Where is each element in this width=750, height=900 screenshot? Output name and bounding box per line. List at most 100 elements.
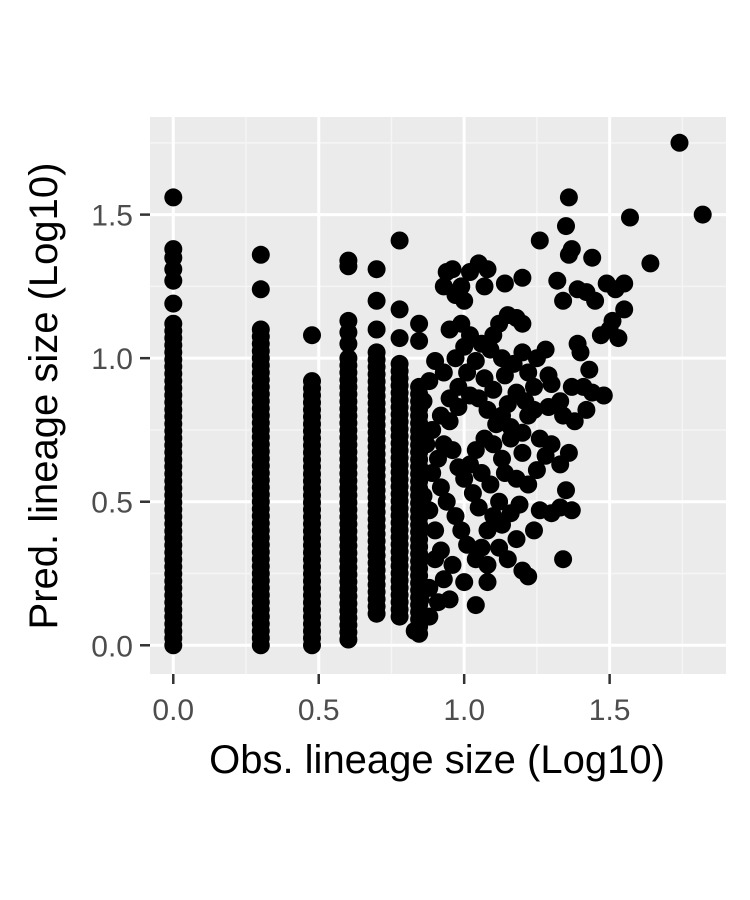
data-point — [530, 231, 549, 250]
data-point — [481, 340, 500, 359]
data-point — [493, 449, 511, 468]
y-tick-label: 1.5 — [91, 200, 133, 233]
data-point — [405, 621, 424, 640]
data-point — [478, 260, 497, 279]
data-point — [466, 352, 485, 370]
data-point — [501, 504, 520, 523]
data-point — [519, 567, 538, 586]
data-point — [513, 314, 532, 333]
data-point — [571, 343, 590, 362]
data-point — [437, 492, 456, 511]
data-points — [164, 133, 712, 655]
data-point — [525, 521, 543, 540]
data-point — [449, 398, 468, 416]
data-point — [339, 334, 358, 353]
data-point — [469, 498, 488, 517]
data-point — [251, 245, 270, 264]
data-point — [446, 349, 465, 368]
data-point — [519, 363, 538, 382]
data-point — [417, 435, 436, 454]
data-point — [443, 555, 462, 574]
data-point — [519, 406, 538, 425]
data-point — [414, 392, 433, 411]
data-point — [434, 277, 453, 296]
data-point — [490, 492, 509, 511]
data-point — [303, 372, 321, 391]
data-point — [498, 550, 517, 569]
x-tick-label: 1.0 — [443, 694, 485, 727]
data-point — [426, 352, 445, 370]
data-point — [251, 320, 270, 339]
data-point — [164, 188, 183, 207]
data-point — [536, 446, 555, 465]
x-tick-label: 0.0 — [152, 694, 194, 727]
data-point — [390, 329, 409, 348]
data-point — [554, 291, 573, 310]
y-axis-title: Pred. lineage size (Log10) — [22, 163, 66, 630]
data-point — [423, 421, 442, 439]
data-point — [164, 271, 183, 290]
data-point — [591, 326, 610, 345]
data-point — [434, 570, 453, 589]
data-point — [554, 406, 573, 425]
data-point — [475, 277, 494, 296]
data-point — [577, 400, 596, 419]
data-point — [557, 217, 575, 236]
data-point — [484, 380, 503, 399]
data-point — [414, 487, 433, 505]
data-point — [621, 208, 639, 227]
x-tick-label: 0.5 — [298, 694, 340, 727]
data-point — [466, 596, 485, 615]
data-point — [478, 521, 497, 540]
data-point — [440, 320, 459, 339]
data-point — [594, 386, 613, 405]
data-point — [641, 254, 660, 273]
x-tick-label: 1.5 — [589, 694, 631, 727]
data-point — [426, 521, 445, 540]
data-point — [586, 291, 605, 310]
x-axis-ticks: 0.0 0.5 1.0 1.5 — [152, 674, 630, 727]
data-point — [539, 398, 558, 416]
data-point — [431, 478, 450, 497]
data-point — [562, 501, 581, 520]
y-tick-label: 1.0 — [91, 343, 133, 376]
data-point — [367, 320, 386, 339]
data-point — [495, 274, 514, 293]
data-point — [548, 271, 567, 290]
data-point — [615, 300, 634, 319]
data-point — [443, 260, 462, 279]
y-tick-label: 0.5 — [91, 487, 133, 520]
plot-panel — [150, 117, 726, 674]
data-point — [469, 389, 488, 408]
data-point — [530, 501, 549, 520]
data-point — [606, 280, 625, 299]
y-tick-label: 0.0 — [91, 630, 133, 663]
data-point — [478, 573, 497, 592]
data-point — [487, 415, 506, 434]
data-point — [446, 507, 465, 526]
data-point — [525, 377, 543, 396]
data-point — [583, 248, 602, 267]
data-point — [429, 449, 447, 468]
data-point — [513, 268, 532, 287]
data-point — [559, 245, 578, 264]
data-point — [367, 343, 386, 362]
data-point — [367, 260, 386, 279]
data-point — [670, 133, 689, 152]
data-point — [472, 538, 491, 557]
data-point — [609, 329, 628, 348]
data-point — [164, 294, 183, 313]
data-point — [440, 590, 459, 609]
y-axis-ticks: 0.0 0.5 1.0 1.5 — [91, 200, 150, 663]
data-point — [420, 372, 439, 391]
data-point — [452, 521, 471, 540]
data-point — [463, 484, 482, 503]
data-point — [519, 475, 538, 494]
data-point — [303, 326, 321, 345]
data-point — [423, 464, 442, 482]
data-point — [461, 263, 479, 281]
data-point — [339, 349, 358, 368]
data-point — [410, 314, 429, 333]
data-point — [478, 555, 497, 574]
